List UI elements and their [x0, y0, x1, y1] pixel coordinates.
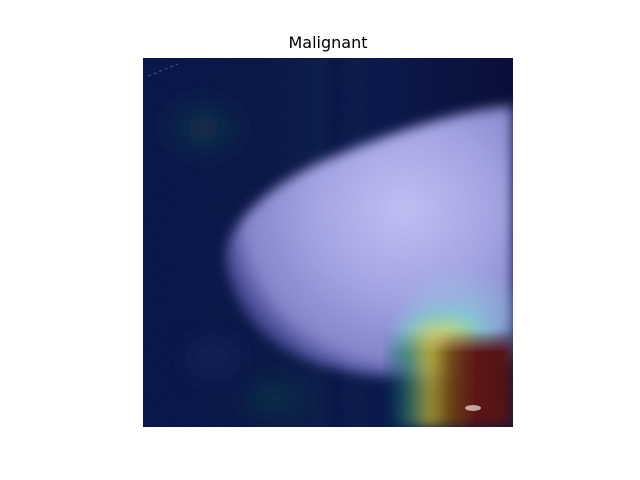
heatmap-overlay-image: [143, 58, 513, 427]
image-title: Malignant: [288, 33, 368, 52]
